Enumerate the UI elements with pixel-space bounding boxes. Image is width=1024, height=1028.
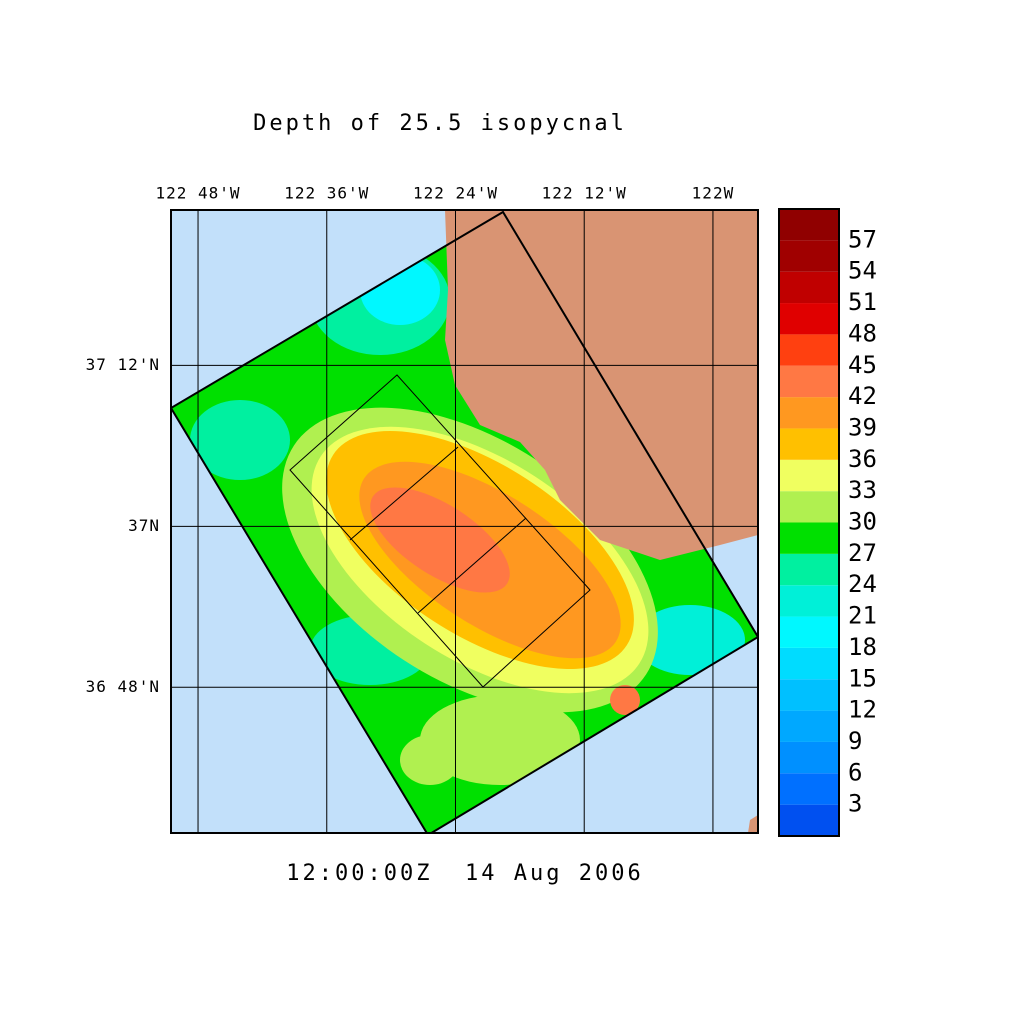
colorbar-band [779, 679, 839, 711]
colorbar-label: 6 [848, 758, 862, 786]
map-area [171, 210, 758, 833]
colorbar-label: 42 [848, 382, 877, 410]
colorbar-frame [778, 208, 840, 837]
colorbar-band [779, 209, 839, 241]
colorbar-label: 3 [848, 790, 862, 818]
field-region [420, 695, 580, 785]
colorbar-label: 54 [848, 257, 877, 285]
colorbar-band [779, 303, 839, 335]
land [445, 210, 758, 560]
colorbar-label: 45 [848, 351, 877, 379]
field-region [400, 735, 460, 785]
y-tick-label: 37 12'N [86, 355, 160, 374]
field-region [635, 605, 745, 675]
colorbar-band [779, 522, 839, 554]
field-region [610, 685, 640, 715]
colorbar-label: 33 [848, 476, 877, 504]
colorbar-band [779, 459, 839, 492]
colorbar-band [779, 271, 839, 304]
plot-frame [170, 209, 759, 834]
field-region [370, 487, 510, 593]
colorbar-band [779, 585, 839, 617]
title: Depth of 25.5 isopycnal [253, 111, 627, 136]
colorbar-band [779, 647, 839, 680]
timestamp: 12:00:00Z 14 Aug 2006 [286, 861, 643, 886]
field-region [190, 400, 290, 480]
colorbar-label: 27 [848, 539, 877, 567]
colorbar-band [779, 553, 839, 586]
colorbar-label: 15 [848, 664, 877, 692]
x-tick-label: 122 36'W [284, 184, 369, 203]
colorbar-label: 39 [848, 413, 877, 441]
colorbar-band [779, 491, 839, 523]
subdomain-outline [349, 446, 459, 541]
x-tick-label: 122 24'W [413, 184, 498, 203]
colorbar-label: 36 [848, 445, 877, 473]
colorbar-band [779, 741, 839, 774]
colorbar-band [779, 710, 839, 742]
colorbar-band [779, 240, 839, 272]
colorbar [779, 209, 839, 836]
colorbar-label: 9 [848, 727, 862, 755]
y-tick-label: 36 48'N [86, 677, 160, 696]
colorbar-band [779, 365, 839, 398]
colorbar-band [779, 616, 839, 648]
colorbar-band [779, 428, 839, 460]
land [748, 815, 758, 833]
colorbar-band [779, 397, 839, 429]
colorbar-band [779, 804, 839, 836]
grid [171, 210, 758, 833]
colorbar-label: 57 [848, 225, 877, 253]
colorbar-band [779, 334, 839, 366]
colorbar-label: 18 [848, 633, 877, 661]
x-tick-label: 122W [692, 184, 735, 203]
x-tick-label: 122 48'W [156, 184, 241, 203]
y-tick-label: 37N [128, 516, 160, 535]
x-tick-label: 122 12'W [542, 184, 627, 203]
colorbar-label: 12 [848, 696, 877, 724]
colorbar-label: 30 [848, 508, 877, 536]
domain-outline [171, 210, 758, 833]
subdomain-outline [417, 517, 527, 614]
colorbar-label: 48 [848, 319, 877, 347]
colorbar-label: 51 [848, 288, 877, 316]
colorbar-label: 24 [848, 570, 877, 598]
colorbar-band [779, 773, 839, 805]
subdomain-outline [289, 374, 591, 688]
colorbar-label: 21 [848, 602, 877, 630]
